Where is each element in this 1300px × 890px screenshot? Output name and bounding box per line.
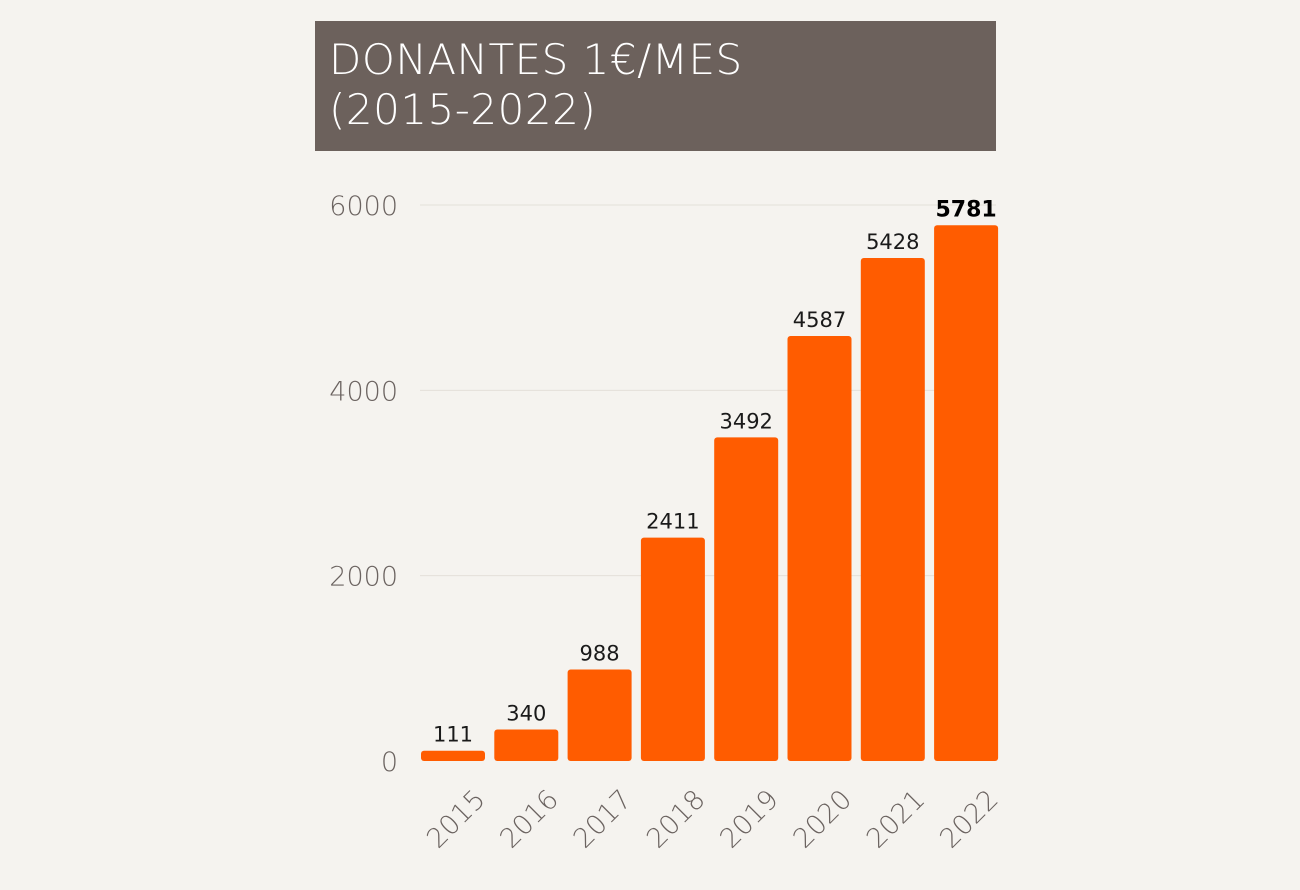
x-tick-label-2017: 2017 [568,784,639,855]
bar-2022 [934,225,999,761]
bar-2020 [787,335,852,761]
y-tick-label: 4000 [329,376,398,407]
data-labels: 111 340 988 2411 3492 4587 5428 5781 [433,197,997,746]
chart-title-box: DONANTES 1€/MES (2015-2022) [315,21,996,151]
data-label-2022: 5781 [935,197,996,222]
x-tick-label-2015: 2015 [421,784,492,855]
x-tick-label-2019: 2019 [714,784,785,855]
x-tick-label-2022: 2022 [934,784,1005,855]
bar-2018 [640,537,705,761]
data-label-2021: 5428 [866,230,919,254]
bars [421,225,999,761]
bar-2017 [567,669,632,761]
x-axis-ticks: 2015 2016 2017 2018 2019 2020 2021 2022 [421,784,1005,855]
y-tick-label: 0 [381,747,398,778]
x-tick-label-2021: 2021 [861,784,932,855]
x-tick-label-2016: 2016 [494,784,565,855]
data-label-2019: 3492 [719,409,772,433]
y-axis-ticks: 0 2000 4000 6000 [329,191,398,778]
y-tick-label: 2000 [329,562,398,593]
bar-2019 [714,437,779,761]
chart-title-line-1: DONANTES 1€/MES [329,35,743,84]
x-tick-label-2020: 2020 [788,784,859,855]
data-label-2020: 4587 [793,308,846,332]
chart-title-line-2: (2015-2022) [329,85,597,134]
bar-2021 [860,258,925,761]
data-label-2016: 340 [506,701,546,725]
data-label-2018: 2411 [646,510,699,534]
y-tick-label: 6000 [329,191,398,222]
data-label-2017: 988 [580,641,620,665]
bar-2016 [494,729,559,761]
data-label-2015: 111 [433,723,473,747]
bar-2015 [421,750,485,761]
x-tick-label-2018: 2018 [641,784,712,855]
